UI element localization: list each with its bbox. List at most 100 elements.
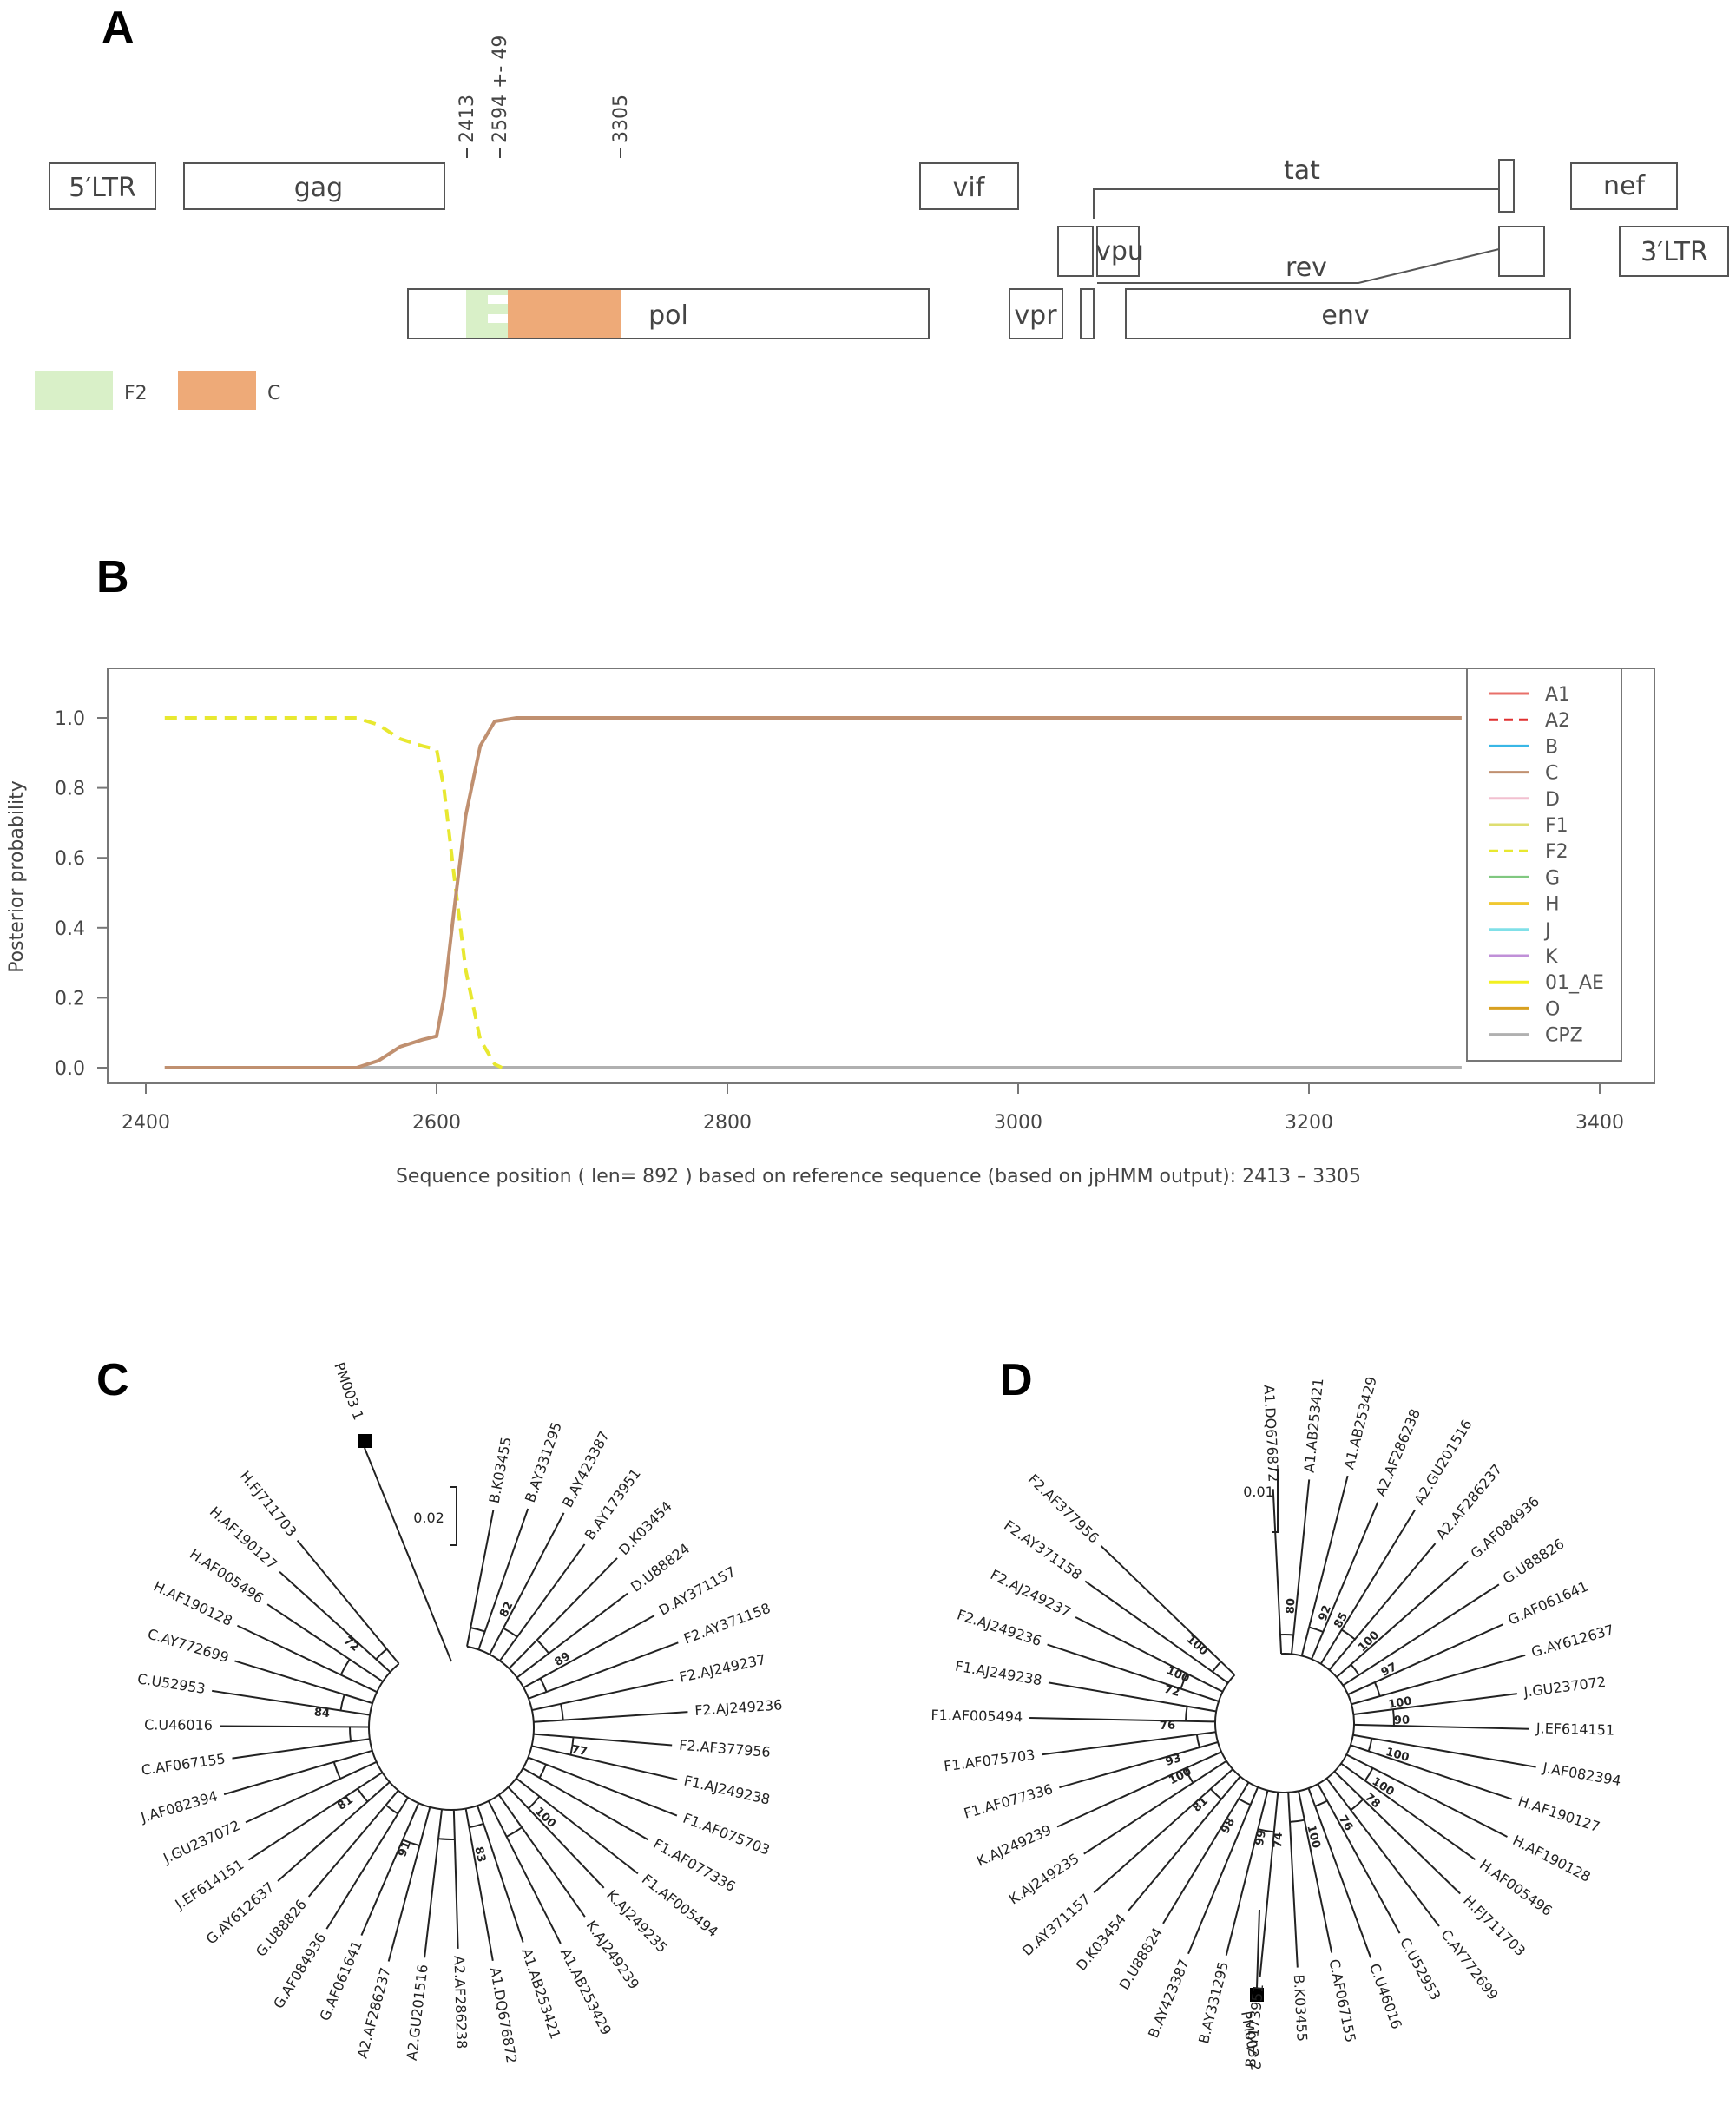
tree-branch: [508, 1557, 618, 1669]
tree-clade-arc: [1350, 1799, 1364, 1812]
y-tick-label: 0.8: [55, 779, 85, 800]
tree-branch: [1325, 1778, 1440, 1927]
tree-c-query-marker: [358, 1434, 372, 1448]
x-tick-label: 2600: [412, 1112, 461, 1134]
tree-branch: [497, 1794, 586, 1918]
tree-branch: [523, 1615, 655, 1689]
legend-label-c: C: [267, 383, 280, 405]
tree-branch: [1353, 1723, 1529, 1730]
tree-leaf-label: B.K03455: [1291, 1974, 1311, 2042]
tree-branch: [307, 1790, 399, 1898]
tree-bootstrap-value: 76: [1336, 1813, 1355, 1833]
panel-label-d: D: [1000, 1355, 1033, 1405]
tree-branch: [533, 1711, 688, 1723]
gene-box-gag: [183, 162, 445, 210]
legend-label-01_ae: 01_AE: [1545, 972, 1604, 994]
tree-leaf-label: G.AY612637: [1529, 1622, 1616, 1661]
tree-leaf-label: A1.AB253429: [1340, 1375, 1379, 1471]
tree-branch: [1047, 1643, 1220, 1702]
tree-clade-arc: [1185, 1706, 1188, 1721]
tree-branch: [507, 1786, 605, 1889]
gene-box-nef: [1570, 162, 1678, 210]
tree-branch: [531, 1679, 674, 1712]
rev-connector: [1097, 248, 1500, 284]
gene-box-rev-exon2: [1498, 226, 1545, 277]
x-tick-label: 3400: [1575, 1112, 1624, 1134]
series-line-f2: [164, 716, 503, 1069]
legend-label-f2: F2: [124, 383, 148, 405]
tree-leaf-label: A1.DQ676872: [1260, 1385, 1281, 1483]
tree-branch: [477, 1508, 529, 1650]
tree-leaf-label: K.AJ249239: [974, 1821, 1054, 1870]
tree-bootstrap-value: 92: [1317, 1603, 1334, 1622]
tree-branch: [277, 1781, 391, 1882]
tree-bootstrap-value: 84: [313, 1706, 331, 1720]
tree-branch: [499, 1543, 586, 1661]
tree-clade-arc: [1210, 1788, 1222, 1800]
tree-branch: [1319, 1509, 1417, 1665]
tree-branch: [1093, 1768, 1233, 1894]
tree-leaf-label: B.AY331295: [1195, 1960, 1232, 2045]
gene-box-vpu: [1096, 226, 1140, 277]
tree-branch: [528, 1641, 679, 1700]
tree-bootstrap-value: 98: [1219, 1816, 1238, 1836]
tree-branch: [1350, 1744, 1513, 1800]
tree-branch: [464, 1808, 494, 1961]
tree-leaf-label: J.GU237072: [1522, 1674, 1607, 1701]
breakpoint-markers: 2413 2594 +- 49 3305: [457, 36, 632, 158]
tree-branch: [212, 1689, 371, 1716]
tree-branch: [326, 1797, 409, 1930]
tree-bootstrap-value: 100: [1387, 1694, 1412, 1711]
tree-leaf-label: B.AY173951: [1242, 1984, 1266, 2069]
tree-leaf-label: G.AF061641: [1505, 1578, 1590, 1628]
tree-bootstrap-value: 82: [497, 1600, 516, 1620]
tree-leaf-label: D.K03454: [1073, 1911, 1129, 1974]
tree-branch: [1127, 1775, 1241, 1912]
tree-bootstrap-value: 85: [1332, 1610, 1351, 1630]
tree-branch: [1298, 1791, 1333, 1953]
tree-branch: [1042, 1731, 1216, 1756]
tree-bootstrap-value: 83: [471, 1845, 488, 1864]
tree-branch: [452, 1809, 459, 1949]
series-line-c: [164, 716, 1462, 1069]
legend-label-f1: F1: [1545, 815, 1568, 837]
gene-label-ltr5: 5′LTR: [69, 173, 136, 203]
tree-clade-arc: [1350, 1663, 1360, 1676]
legend-label-b: B: [1545, 736, 1558, 758]
gene-box-env: [1125, 288, 1571, 339]
tree-leaf-label: C.U46016: [144, 1716, 213, 1733]
tree-c-scale-bar: 0.02: [413, 1486, 457, 1546]
gene-label-pol: pol: [648, 300, 688, 331]
tree-clade-arc: [1238, 1798, 1252, 1806]
tree-branch: [387, 1806, 431, 1962]
tree-bootstrap-value: 93: [1164, 1752, 1183, 1769]
tree-bootstrap-value: 91: [396, 1839, 413, 1859]
tree-branch: [516, 1592, 628, 1679]
tree-clade-arc: [1289, 1819, 1305, 1823]
gene-label-rev: rev: [1286, 253, 1327, 283]
tree-branch: [1056, 1751, 1222, 1828]
posterior-probability-chart: 0.0 0.2 0.4 0.6 0.8 1.0 2400 2600 2800 3000 3200 3…: [6, 668, 1655, 1188]
tree-branch: [219, 1725, 370, 1728]
tree-bootstrap-value: 97: [1379, 1661, 1399, 1680]
tree-branch: [1272, 1489, 1283, 1655]
series-layer: [164, 716, 1462, 1069]
tree-leaf-label: C.U46016: [1366, 1961, 1405, 2031]
tree-branch: [1059, 1741, 1219, 1789]
x-tick-label: 3000: [994, 1112, 1042, 1134]
y-tick-label: 0.6: [55, 848, 85, 870]
tree-branch: [1328, 1543, 1437, 1671]
tree-branch: [279, 1571, 391, 1673]
tree-leaf-label: J.EF614151: [1535, 1720, 1615, 1738]
tree-bootstrap-value: 78: [1362, 1791, 1382, 1811]
breakpoint-start-label: 2413: [457, 95, 478, 143]
tree-leaf-label: B.AY423387: [1145, 1957, 1193, 2040]
gene-box-tat-small: [1057, 226, 1094, 277]
tree-branch: [1307, 1787, 1372, 1958]
tree-clade-arc: [1195, 1734, 1200, 1748]
tree-clade-arc: [1367, 1738, 1373, 1752]
tree-leaf-label: F1.AJ249238: [954, 1658, 1043, 1689]
gene-label-gag: gag: [294, 173, 343, 203]
tree-leaf-label: C.AY772699: [1437, 1926, 1502, 2003]
